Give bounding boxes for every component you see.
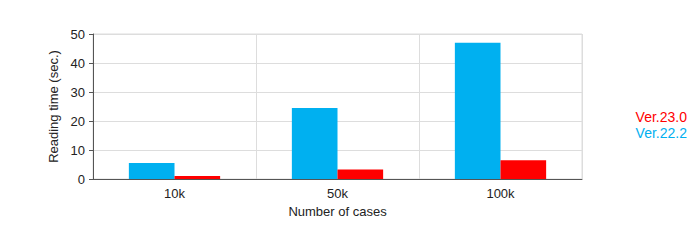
svg-text:Ver.22.2: Ver.22.2 [636, 125, 688, 141]
svg-text:20: 20 [71, 114, 85, 129]
svg-text:Reading time (sec.): Reading time (sec.) [46, 50, 61, 163]
svg-text:40: 40 [71, 56, 85, 71]
svg-text:0: 0 [78, 172, 85, 187]
svg-text:50k: 50k [327, 186, 348, 201]
svg-text:10k: 10k [164, 186, 185, 201]
svg-text:50: 50 [71, 27, 85, 42]
svg-text:30: 30 [71, 85, 85, 100]
svg-text:Ver.23.0: Ver.23.0 [636, 109, 688, 125]
svg-text:10: 10 [71, 143, 85, 158]
svg-text:Number of cases: Number of cases [288, 204, 387, 219]
svg-text:100k: 100k [486, 186, 515, 201]
